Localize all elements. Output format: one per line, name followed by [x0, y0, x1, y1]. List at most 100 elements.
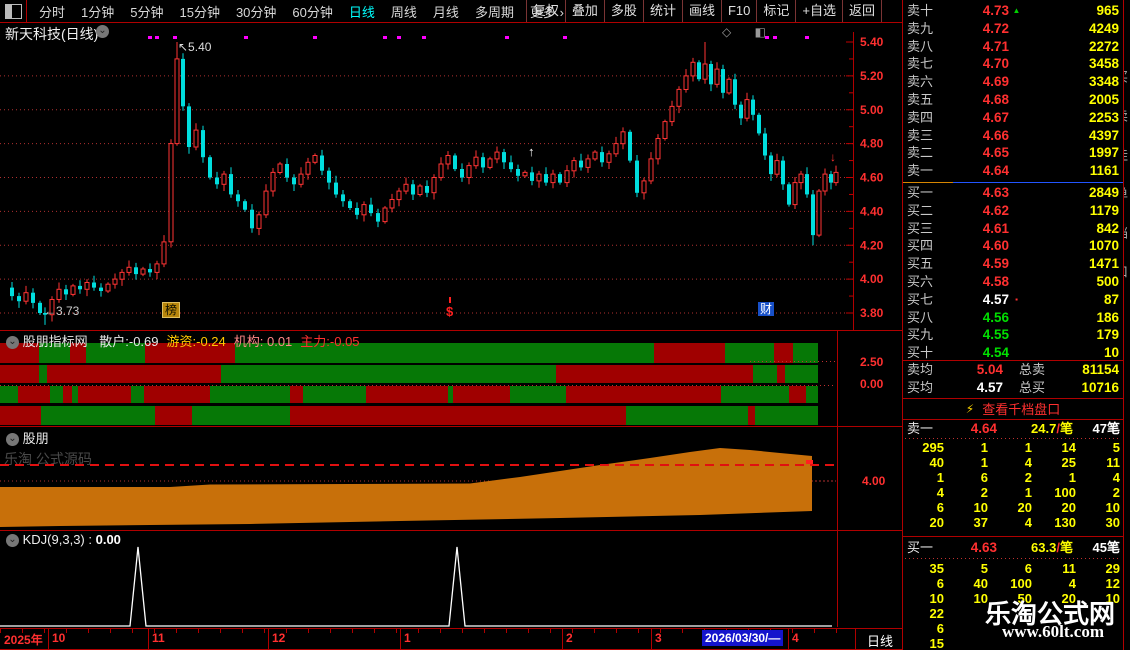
tool-button[interactable]: F10: [720, 0, 756, 22]
collapse-chevron-icon[interactable]: ⌄: [6, 534, 19, 548]
order-book-row[interactable]: 买八 4.56 186: [903, 309, 1123, 327]
queue-count: 47笔: [1092, 421, 1120, 436]
queue-label: 买一: [907, 540, 934, 555]
collapse-chevron-icon[interactable]: ⌄: [96, 25, 109, 38]
period-item[interactable]: 1分钟: [81, 4, 115, 20]
buy-one-queue-header: 买一 4.63 63.3/笔 45笔: [903, 540, 1123, 556]
tool-button[interactable]: 复权: [525, 0, 565, 22]
kdj-panel[interactable]: ⌄ KDJ(9,3,3) : 0.00: [0, 531, 902, 627]
period-item[interactable]: 日线: [348, 4, 375, 20]
signal-dot-icon: [173, 36, 177, 39]
gupeng-area-panel[interactable]: 4.00 ⌄ 股朋 乐淘 公式源码: [0, 427, 902, 530]
level-price: 4.64: [982, 163, 1009, 179]
buy-levels[interactable]: 买一 4.63 2849 买二 4.62 1179 买三 4.61 842 买四 4.60 1070 买…: [903, 184, 1123, 362]
order-book-row[interactable]: 买六 4.58 500: [903, 273, 1123, 291]
order-book-row[interactable]: 卖二 4.65 1997: [903, 144, 1123, 162]
axis-separator: [788, 629, 789, 649]
view-thousand-levels-button[interactable]: ⚡ 查看千档盘口: [903, 398, 1123, 420]
period-item[interactable]: 周线: [390, 4, 417, 20]
buy-avg-row: 买均 4.57 总买 10716: [903, 379, 1123, 397]
period-item[interactable]: 30分钟: [235, 4, 277, 20]
period-item[interactable]: 15分钟: [179, 4, 220, 20]
order-book-row[interactable]: 买九 4.55 179: [903, 326, 1123, 344]
sell-one-queue-header: 卖一 4.64 24.7/笔 47笔: [903, 421, 1123, 437]
level-label: 买十: [907, 345, 934, 361]
indicator-strips-panel[interactable]: ⌄ 股朋指标网 散户:-0.69 游资:-0.24 机构: 0.01 主力:-0.05…: [0, 331, 902, 426]
level-label: 卖九: [907, 20, 934, 36]
axis-separator: [148, 629, 149, 649]
axis-line: [837, 331, 838, 426]
level-label: 买七: [907, 291, 934, 307]
kdj-value: 0.00: [95, 532, 121, 547]
dollar-marker[interactable]: $: [446, 304, 454, 319]
queue-row: 35 5 6 11 29: [929, 561, 1120, 576]
tool-button[interactable]: 多股: [603, 0, 643, 22]
selected-date-box[interactable]: 2026/03/30/—: [702, 630, 784, 646]
time-axis-ticks: [0, 629, 856, 633]
signal-dot-icon: [244, 36, 248, 39]
tool-button[interactable]: 返回: [841, 0, 882, 22]
dotted-separator: [905, 558, 1121, 559]
period-item[interactable]: 更多 ›: [529, 4, 564, 20]
order-book-row[interactable]: 买十 4.54 10: [903, 344, 1123, 362]
sell-levels[interactable]: 卖十 4.73 ▲ 965 卖九 4.72 4249 卖八 4.71 2272 卖七 4.70 3458…: [903, 2, 1123, 180]
order-book-row[interactable]: 卖八 4.71 2272: [903, 38, 1123, 56]
level-label: 买九: [907, 327, 934, 343]
period-indicator: 日线: [866, 634, 893, 649]
tool-button[interactable]: 画线: [681, 0, 721, 22]
period-item[interactable]: 分时: [39, 4, 66, 20]
kdj-sep: :: [84, 532, 96, 547]
period-item[interactable]: 5分钟: [130, 4, 164, 20]
order-book-row[interactable]: 卖五 4.68 2005: [903, 91, 1123, 109]
tool-button[interactable]: +自选: [795, 0, 842, 22]
collapse-chevron-icon[interactable]: ⌄: [6, 433, 19, 447]
level-volume: 842: [1096, 220, 1119, 236]
level-price: 4.73: [982, 3, 1009, 18]
tool-button[interactable]: 统计: [642, 0, 682, 22]
level-volume: 87: [1103, 291, 1119, 307]
kdj-svg: [0, 531, 838, 627]
period-item[interactable]: 月线: [432, 4, 459, 20]
bang-marker[interactable]: 榜: [162, 302, 181, 318]
level-price: 4.58: [982, 273, 1009, 289]
queue-row: 20 37 4 130 30: [929, 515, 1120, 530]
signal-dot-icon: [397, 36, 401, 39]
order-book-row[interactable]: 买五 4.59 1471: [903, 255, 1123, 273]
order-book-row[interactable]: 卖一 4.64 1161: [903, 162, 1123, 180]
period-item[interactable]: 多周期: [474, 4, 514, 20]
order-book-row[interactable]: 买三 4.61 842: [903, 220, 1123, 238]
order-book-row[interactable]: 买七 4.57 ▪ 87: [903, 291, 1123, 309]
signal-dot-icon: [155, 36, 159, 39]
order-book-row[interactable]: 卖六 4.69 3348: [903, 73, 1123, 91]
cai-marker[interactable]: 财: [758, 302, 775, 316]
candlestick-chart[interactable]: 5.40 5.20 5.00 4.80 4.60 4.40 4.20 4.00 3.80 ↖5.4…: [0, 32, 902, 330]
stock-title: 新天科技(日线): [5, 26, 99, 42]
tool-button[interactable]: 叠加: [564, 0, 604, 22]
level-label: 买五: [907, 256, 934, 272]
order-book-row[interactable]: 卖七 4.70 3458: [903, 55, 1123, 73]
order-book-row[interactable]: 买一 4.63 2849: [903, 184, 1123, 202]
chart-toolbar-icons[interactable]: ◇ ◧: [722, 25, 776, 39]
order-book-row[interactable]: 卖四 4.67 2253: [903, 109, 1123, 127]
order-book-row[interactable]: 买四 4.60 1070: [903, 237, 1123, 255]
period-menu: 分时 1分钟 5分钟 15分钟 30分钟 60分钟 日线 周线 月线 多周期 更多 ›: [31, 2, 572, 21]
level-volume: 965: [1096, 3, 1119, 18]
high-price-label: ↖5.40: [178, 40, 212, 54]
total-sell-label: 总卖: [1018, 362, 1045, 377]
order-book-row[interactable]: 买二 4.62 1179: [903, 202, 1123, 220]
order-book-row[interactable]: 卖三 4.66 4397: [903, 127, 1123, 145]
indicator-value: 散户:-0.69: [99, 334, 159, 349]
window-layout-icon[interactable]: [5, 3, 22, 19]
tool-button[interactable]: 标记: [756, 0, 795, 22]
period-item[interactable]: 60分钟: [292, 4, 333, 20]
time-axis[interactable]: 日线 2025年 10 11 12 1 2 3 4 2026/03/30/—: [0, 628, 902, 650]
tools-menu: 复权 叠加 多股 统计 画线 F10 标记 +自选 返回: [525, 0, 882, 22]
level-price: 4.69: [982, 74, 1009, 90]
month-label: 12: [272, 631, 286, 645]
order-book-row[interactable]: 卖十 4.73 ▲ 965: [903, 2, 1123, 20]
collapse-chevron-icon[interactable]: ⌄: [6, 336, 19, 350]
order-book-row[interactable]: 卖九 4.72 4249: [903, 20, 1123, 38]
signal-dot-icon: [773, 36, 777, 39]
candlestick-svg: 5.40 5.20 5.00 4.80 4.60 4.40 4.20 4.00 3.80: [0, 32, 884, 330]
strip-row: [0, 386, 818, 403]
